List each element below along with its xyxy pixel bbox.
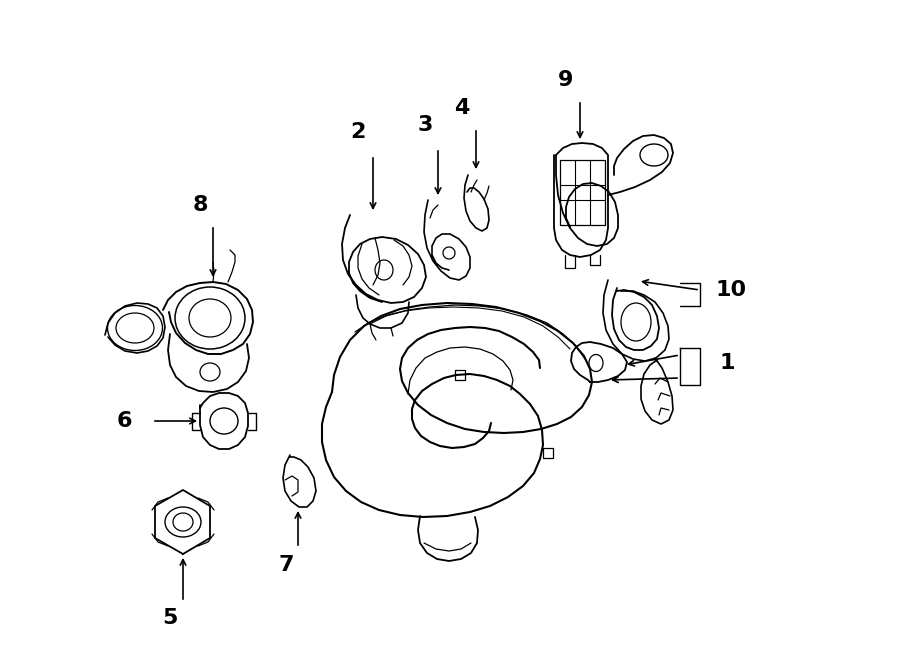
Text: 10: 10 xyxy=(715,280,746,300)
Text: 4: 4 xyxy=(454,98,470,118)
Text: 6: 6 xyxy=(116,411,132,431)
Text: 5: 5 xyxy=(162,608,177,628)
Text: 3: 3 xyxy=(418,115,433,135)
Text: 8: 8 xyxy=(193,195,208,215)
Text: 7: 7 xyxy=(278,555,293,575)
Text: 9: 9 xyxy=(558,70,573,90)
Text: 1: 1 xyxy=(720,353,735,373)
Text: 2: 2 xyxy=(350,122,365,142)
